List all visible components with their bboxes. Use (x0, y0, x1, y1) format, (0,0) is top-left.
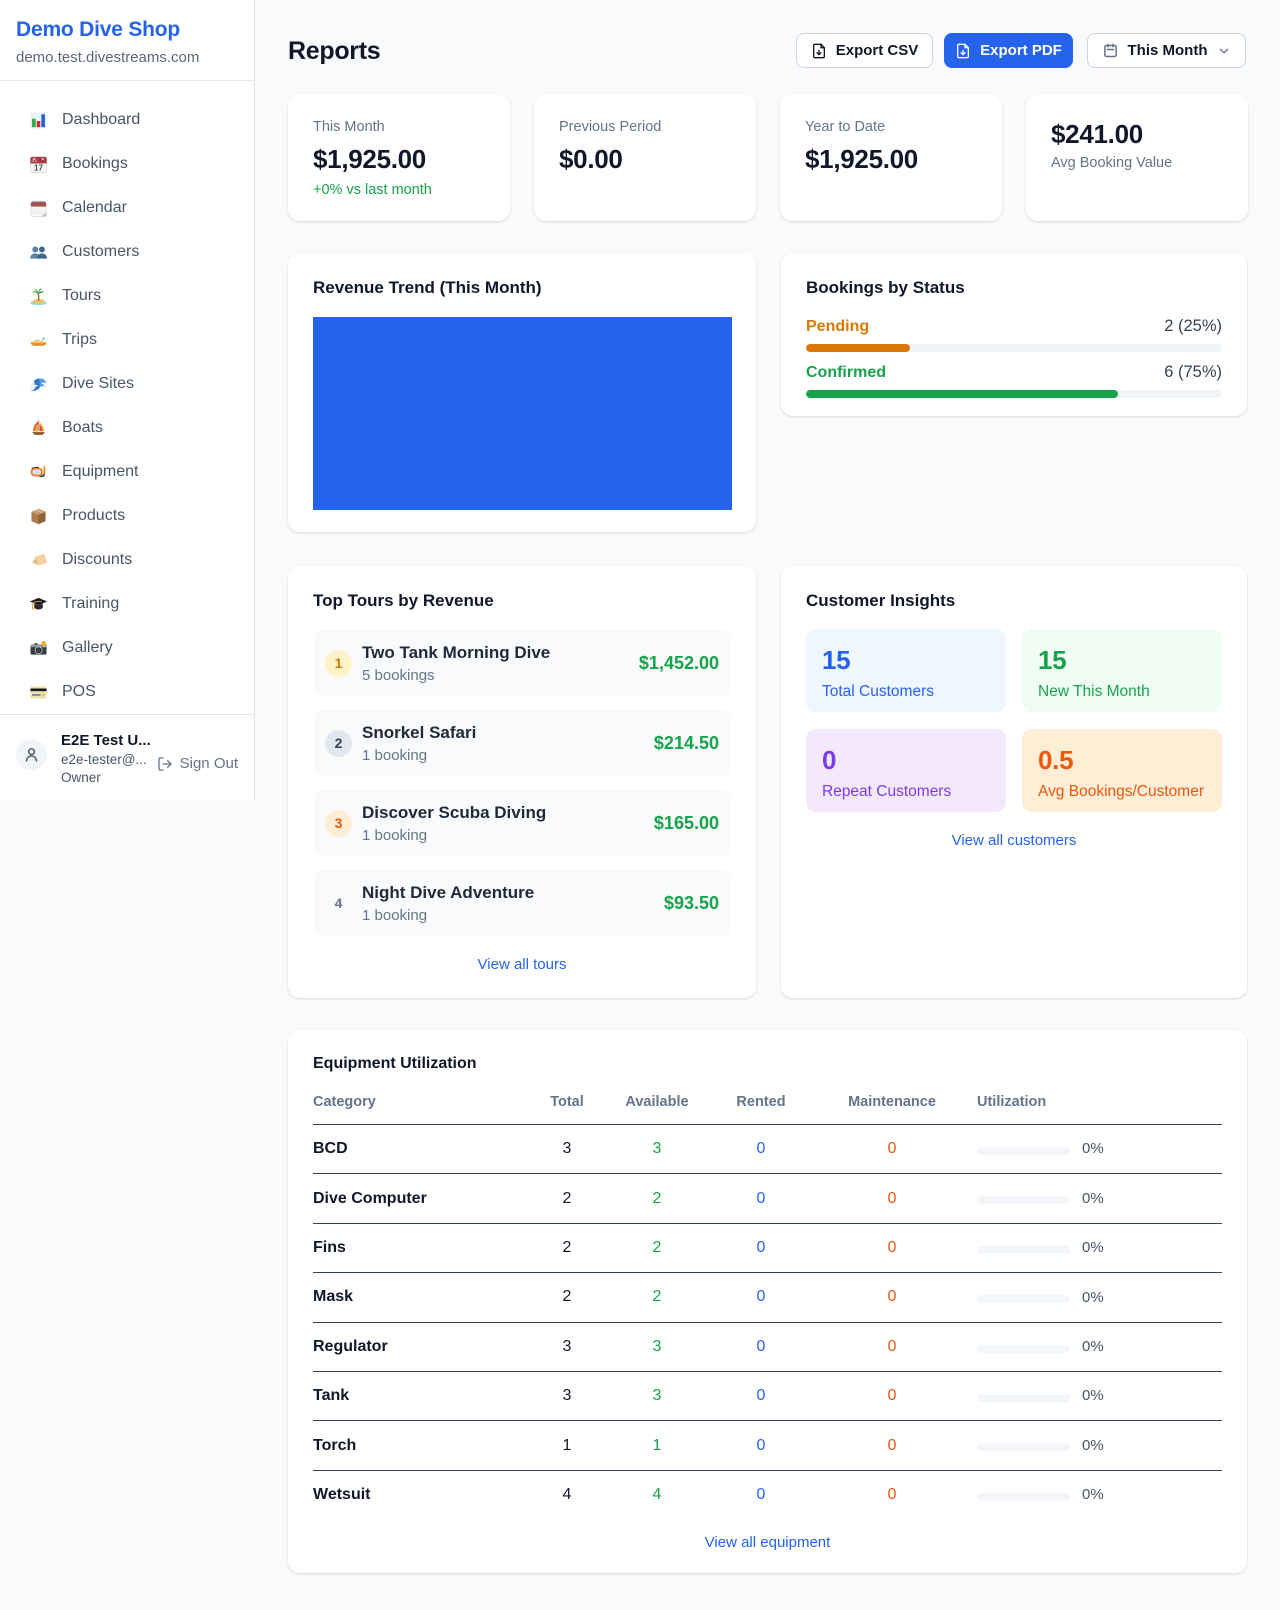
svg-text:17: 17 (34, 163, 43, 172)
svg-text:JUL: JUL (31, 158, 37, 162)
